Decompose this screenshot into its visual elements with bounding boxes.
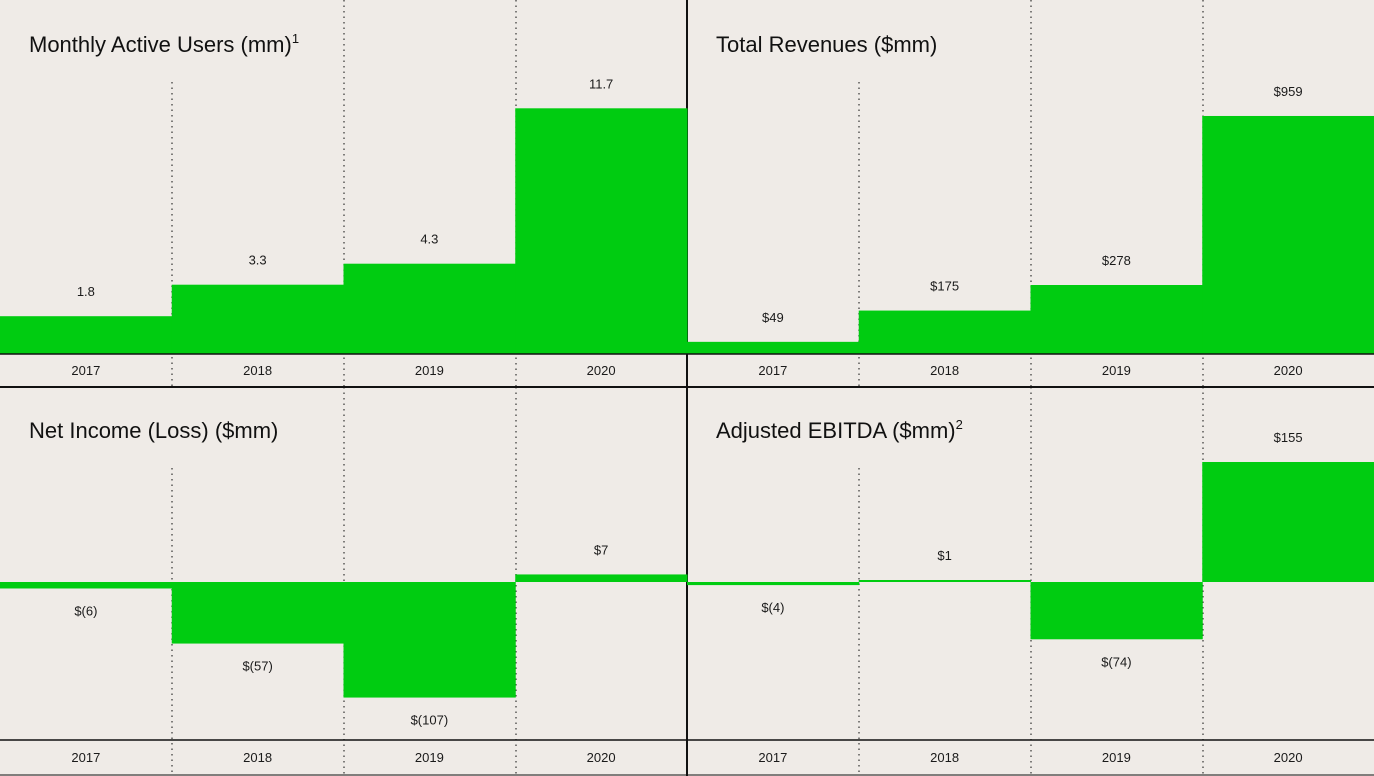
bar xyxy=(343,263,516,354)
bar-value-label: $49 xyxy=(762,310,784,325)
chart-title: Total Revenues ($mm) xyxy=(716,32,937,57)
x-tick-label: 2018 xyxy=(243,363,272,378)
bar xyxy=(1030,582,1203,640)
x-tick-label: 2017 xyxy=(758,363,787,378)
footnote-marker: 2 xyxy=(956,417,963,432)
bar-value-label: $(6) xyxy=(74,603,97,618)
chart-title: Monthly Active Users (mm)1 xyxy=(29,31,299,57)
bar-value-label: $959 xyxy=(1274,84,1303,99)
bar-value-label: 3.3 xyxy=(249,253,267,268)
x-tick-label: 2019 xyxy=(415,750,444,765)
bar xyxy=(858,310,1031,354)
bar-value-label: $(4) xyxy=(761,600,784,615)
bar-value-label: $175 xyxy=(930,279,959,294)
x-tick-label: 2019 xyxy=(1102,750,1131,765)
bar xyxy=(1030,285,1203,354)
bar xyxy=(515,574,688,582)
bar-value-label: $1 xyxy=(937,548,951,563)
x-tick-label: 2020 xyxy=(1274,363,1303,378)
bar xyxy=(1202,461,1374,582)
chart-title: Adjusted EBITDA ($mm)2 xyxy=(716,417,963,443)
bar-value-label: 4.3 xyxy=(420,232,438,247)
bar-value-label: $155 xyxy=(1274,430,1303,445)
bar xyxy=(687,582,860,586)
bar-value-label: $7 xyxy=(594,542,608,557)
x-tick-label: 2020 xyxy=(587,750,616,765)
bar xyxy=(858,580,1031,582)
bar-value-label: $(107) xyxy=(411,713,449,728)
x-tick-label: 2017 xyxy=(758,750,787,765)
x-tick-label: 2017 xyxy=(71,750,100,765)
x-tick-label: 2018 xyxy=(930,750,959,765)
bar xyxy=(1202,115,1374,354)
bar-value-label: 1.8 xyxy=(77,284,95,299)
chart-title: Net Income (Loss) ($mm) xyxy=(29,418,278,443)
x-tick-label: 2018 xyxy=(243,750,272,765)
x-tick-label: 2019 xyxy=(415,363,444,378)
bar xyxy=(515,108,688,354)
bar xyxy=(0,316,173,354)
x-tick-label: 2020 xyxy=(1274,750,1303,765)
bar-value-label: $278 xyxy=(1102,253,1131,268)
bar xyxy=(0,582,173,589)
bar xyxy=(343,582,516,698)
x-tick-label: 2020 xyxy=(587,363,616,378)
bar-value-label: $(74) xyxy=(1101,654,1131,669)
x-tick-label: 2019 xyxy=(1102,363,1131,378)
x-tick-label: 2018 xyxy=(930,363,959,378)
bar xyxy=(171,582,344,644)
bar-value-label: 11.7 xyxy=(589,76,613,91)
bar xyxy=(687,341,860,354)
x-tick-label: 2017 xyxy=(71,363,100,378)
footnote-marker: 1 xyxy=(292,31,299,46)
bar xyxy=(171,284,344,354)
bar-value-label: $(57) xyxy=(242,659,272,674)
